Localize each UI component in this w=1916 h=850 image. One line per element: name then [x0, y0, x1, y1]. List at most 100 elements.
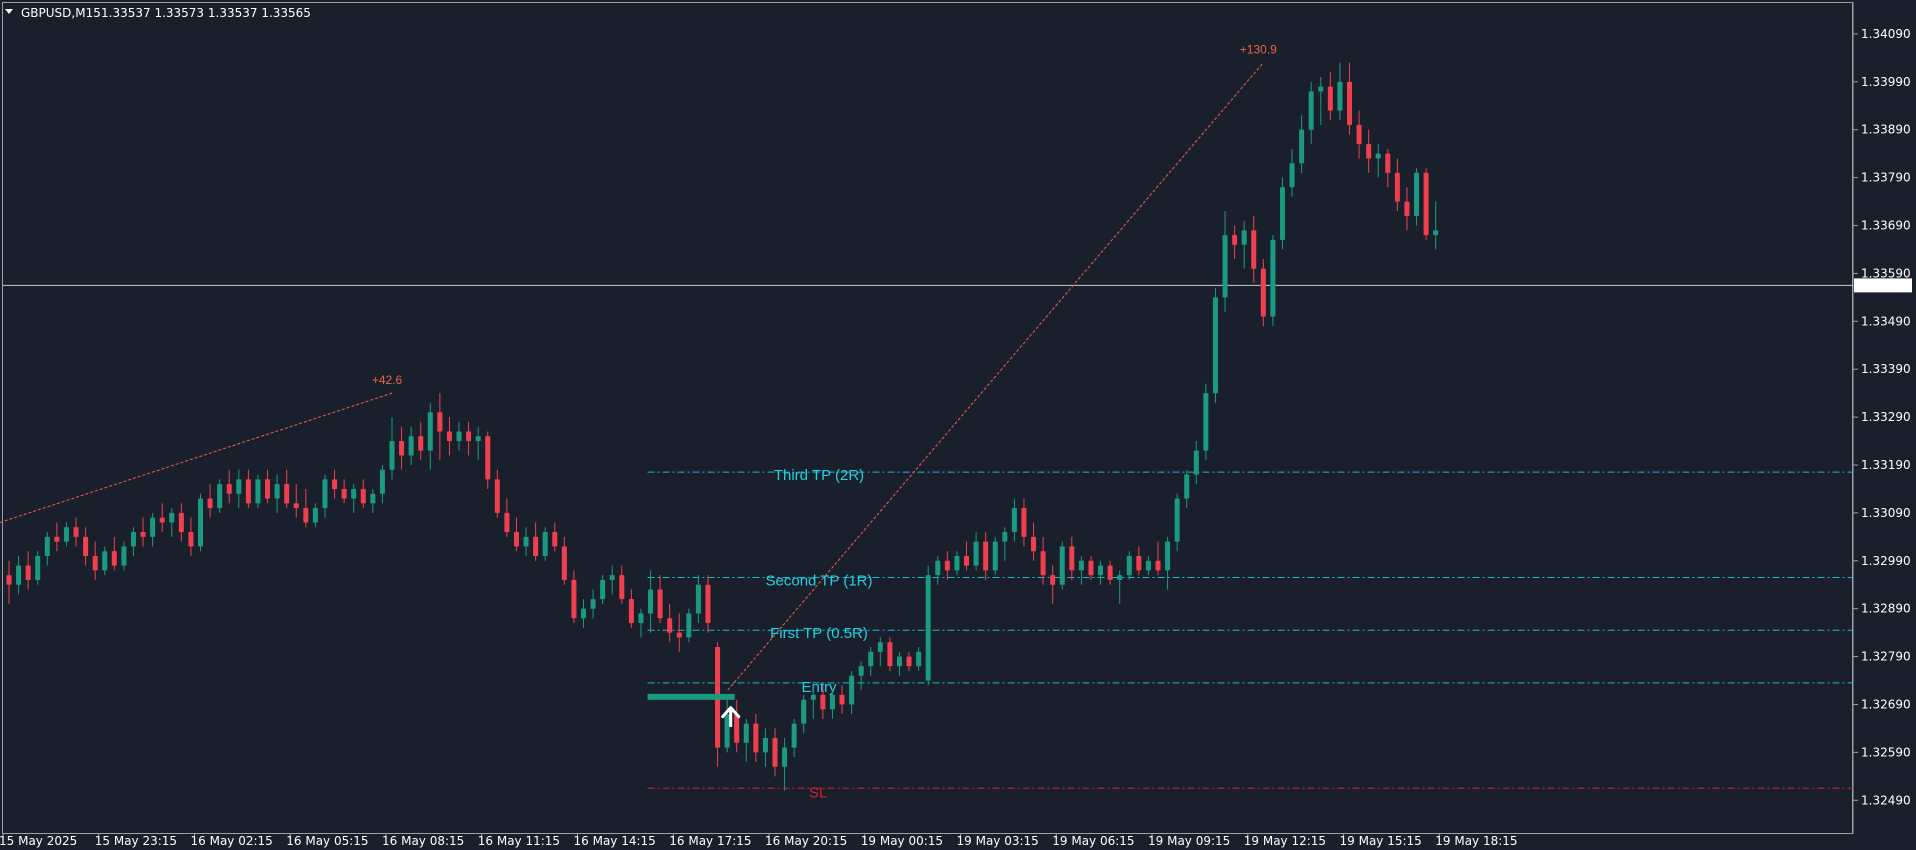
- price-tick-label: 1.32990: [1861, 554, 1911, 568]
- candle-body: [772, 738, 778, 767]
- candle-body: [102, 551, 108, 571]
- candle-body: [1117, 575, 1123, 580]
- candle-body: [1011, 508, 1017, 533]
- candle-body: [1174, 498, 1180, 542]
- candle-body: [1078, 560, 1084, 571]
- time-tick-label: 16 May 11:15: [478, 834, 560, 848]
- candle-body: [964, 556, 969, 566]
- candle-body: [523, 536, 529, 547]
- candle-body: [829, 694, 835, 710]
- candle-body: [839, 694, 845, 705]
- time-tick-label: 19 May 03:15: [957, 834, 1039, 848]
- candle-body: [44, 536, 50, 556]
- candle-body: [1040, 551, 1046, 576]
- candle-body: [734, 714, 740, 743]
- candle-body: [638, 613, 644, 624]
- level-label-third-tp-2r: Third TP (2R): [774, 467, 864, 484]
- candle-body: [54, 536, 60, 542]
- candle-body: [504, 512, 510, 533]
- candle-body: [351, 488, 357, 499]
- candle-body: [370, 493, 376, 504]
- candle-body: [724, 714, 730, 748]
- candle-body: [140, 532, 146, 537]
- candle-body: [906, 656, 912, 667]
- candle-body: [255, 479, 261, 504]
- candle-body: [1385, 153, 1391, 173]
- candle-body: [217, 484, 223, 509]
- candle-body: [1107, 565, 1113, 580]
- candle-body: [782, 747, 788, 767]
- candle-body: [437, 412, 443, 432]
- candle-body: [92, 556, 98, 571]
- candle-body: [379, 469, 385, 494]
- time-tick-label: 19 May 09:15: [1148, 834, 1230, 848]
- time-tick-label: 16 May 08:15: [382, 834, 464, 848]
- candle-body: [1347, 81, 1352, 125]
- candle-body: [877, 642, 883, 652]
- candle-body: [1021, 508, 1027, 537]
- candle-body: [245, 479, 251, 504]
- candle-body: [159, 517, 165, 523]
- candle-body: [1308, 91, 1314, 130]
- candle-body: [389, 441, 395, 470]
- candle-body: [1337, 81, 1343, 111]
- candle-body: [1270, 239, 1276, 317]
- candle-body: [408, 436, 414, 456]
- current-price-tag: [1854, 278, 1912, 293]
- candle-body: [1423, 172, 1429, 236]
- candle-body: [360, 488, 366, 504]
- candle-body: [542, 532, 548, 556]
- candle-body: [284, 484, 290, 504]
- symbol-label: GBPUSD,M15: [21, 6, 101, 20]
- candle-body: [676, 632, 682, 638]
- candle-body: [1366, 144, 1372, 159]
- candle-body: [925, 575, 931, 681]
- candle-body: [1002, 532, 1008, 542]
- time-axis: 15 May 2025 15 May 23:15 16 May 02:15 16 Ma…: [0, 834, 1518, 848]
- candle-body: [466, 431, 472, 442]
- candle-body: [121, 546, 127, 566]
- candle-body: [916, 651, 922, 667]
- time-tick-label: 19 May 12:15: [1244, 834, 1326, 848]
- candle-body: [600, 579, 606, 600]
- time-tick-label: 16 May 05:15: [286, 834, 368, 848]
- price-tick-label: 1.33190: [1861, 458, 1911, 472]
- candle-body: [130, 532, 136, 547]
- time-tick-label: 19 May 00:15: [861, 834, 943, 848]
- candle-body: [801, 699, 807, 724]
- candle-body: [485, 436, 491, 480]
- candle-body: [820, 694, 826, 710]
- candle-body: [1241, 230, 1247, 245]
- candle-body: [1050, 575, 1056, 585]
- candle-body: [935, 560, 941, 576]
- candle-body: [6, 575, 12, 585]
- swing-annotations: +42.6 +130.9: [0, 43, 1277, 691]
- candle-body: [1126, 556, 1132, 576]
- candle-body: [1069, 546, 1075, 571]
- candle-body: [446, 431, 452, 442]
- price-tick-label: 1.32490: [1861, 793, 1911, 807]
- price-tick-label: 1.34090: [1861, 27, 1911, 41]
- candle-body: [552, 532, 558, 547]
- candle-body: [954, 556, 960, 571]
- candle-body: [868, 651, 874, 667]
- candle-body: [1375, 153, 1381, 159]
- chevron-down-icon[interactable]: [5, 9, 13, 14]
- candle-body: [1136, 556, 1142, 571]
- candle-body: [1165, 541, 1171, 571]
- candle-body: [1433, 230, 1439, 236]
- candle-body: [303, 508, 309, 523]
- candle-body: [849, 675, 855, 705]
- candle-body: [312, 508, 318, 523]
- candle-body: [513, 532, 519, 547]
- candle-body: [332, 479, 338, 489]
- candle-body: [1098, 565, 1104, 576]
- time-tick-label: 16 May 20:15: [765, 834, 847, 848]
- candle-body: [609, 575, 615, 580]
- symbol-header[interactable]: GBPUSD,M15 1.33537 1.33573 1.33537 1.335…: [5, 6, 311, 20]
- level-label-sl: SL: [809, 784, 827, 801]
- price-tick-label: 1.33290: [1861, 410, 1911, 424]
